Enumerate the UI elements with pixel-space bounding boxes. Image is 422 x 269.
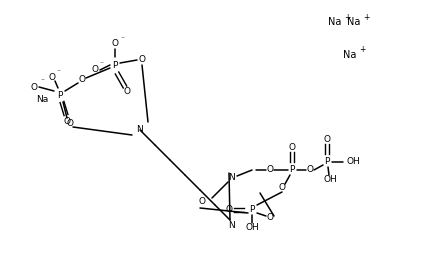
Text: O: O [289,143,295,151]
Text: N: N [137,126,143,134]
Text: O: O [306,165,314,175]
Text: O: O [92,65,98,75]
Text: OH: OH [323,175,337,185]
Text: P: P [325,158,330,167]
Text: O: O [78,76,86,84]
Text: O: O [63,116,70,126]
Text: O: O [138,55,146,65]
Text: O: O [124,87,130,97]
Text: O: O [30,83,38,91]
Text: +: + [344,12,350,22]
Text: Na: Na [328,17,342,27]
Text: ⁻: ⁻ [56,68,60,76]
Text: O: O [225,206,233,214]
Text: OH: OH [245,224,259,232]
Text: O: O [198,197,206,207]
Text: P: P [112,61,118,69]
Text: O: O [111,38,119,48]
Text: +: + [359,45,365,55]
Text: ⁻: ⁻ [40,76,44,86]
Text: P: P [249,206,255,214]
Text: Na: Na [36,95,48,104]
Text: +: + [363,12,369,22]
Text: P: P [289,165,295,175]
Text: O: O [267,165,273,175]
Text: N: N [229,174,235,182]
Text: Na: Na [347,17,361,27]
Text: O: O [324,134,330,143]
Text: O: O [67,119,73,128]
Text: O: O [267,214,273,222]
Text: OH: OH [347,158,361,167]
Text: O: O [49,73,56,82]
Text: ⁻: ⁻ [120,34,124,44]
Text: P: P [57,90,63,100]
Text: O: O [279,183,286,193]
Text: Na: Na [344,50,357,60]
Text: ⁻: ⁻ [99,59,103,69]
Text: N: N [229,221,235,229]
